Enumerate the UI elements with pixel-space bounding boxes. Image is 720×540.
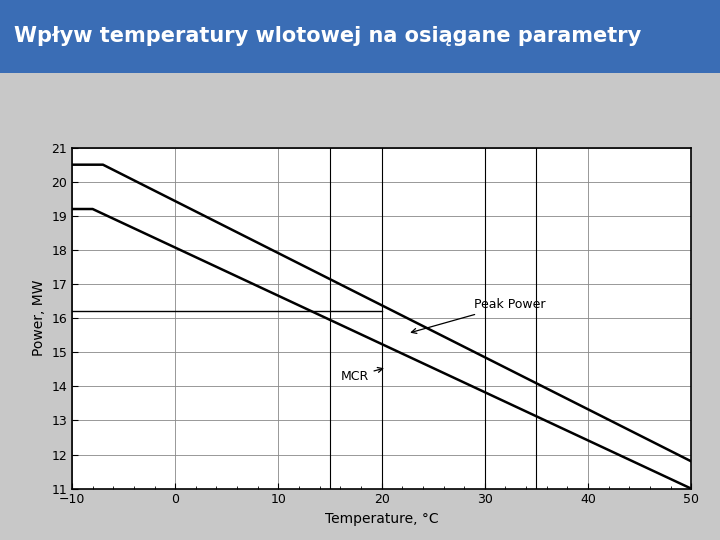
Text: Wpływ temperatury wlotowej na osiągane parametry: Wpływ temperatury wlotowej na osiągane p… <box>14 26 642 46</box>
Y-axis label: Power, MW: Power, MW <box>32 280 45 356</box>
X-axis label: Temperature, °C: Temperature, °C <box>325 512 438 526</box>
Text: MCR: MCR <box>341 368 383 383</box>
Text: Peak Power: Peak Power <box>411 298 546 333</box>
